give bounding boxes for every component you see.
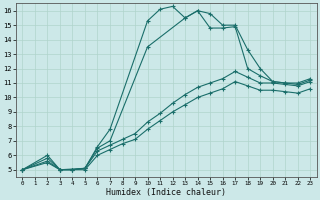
X-axis label: Humidex (Indice chaleur): Humidex (Indice chaleur) xyxy=(106,188,226,197)
